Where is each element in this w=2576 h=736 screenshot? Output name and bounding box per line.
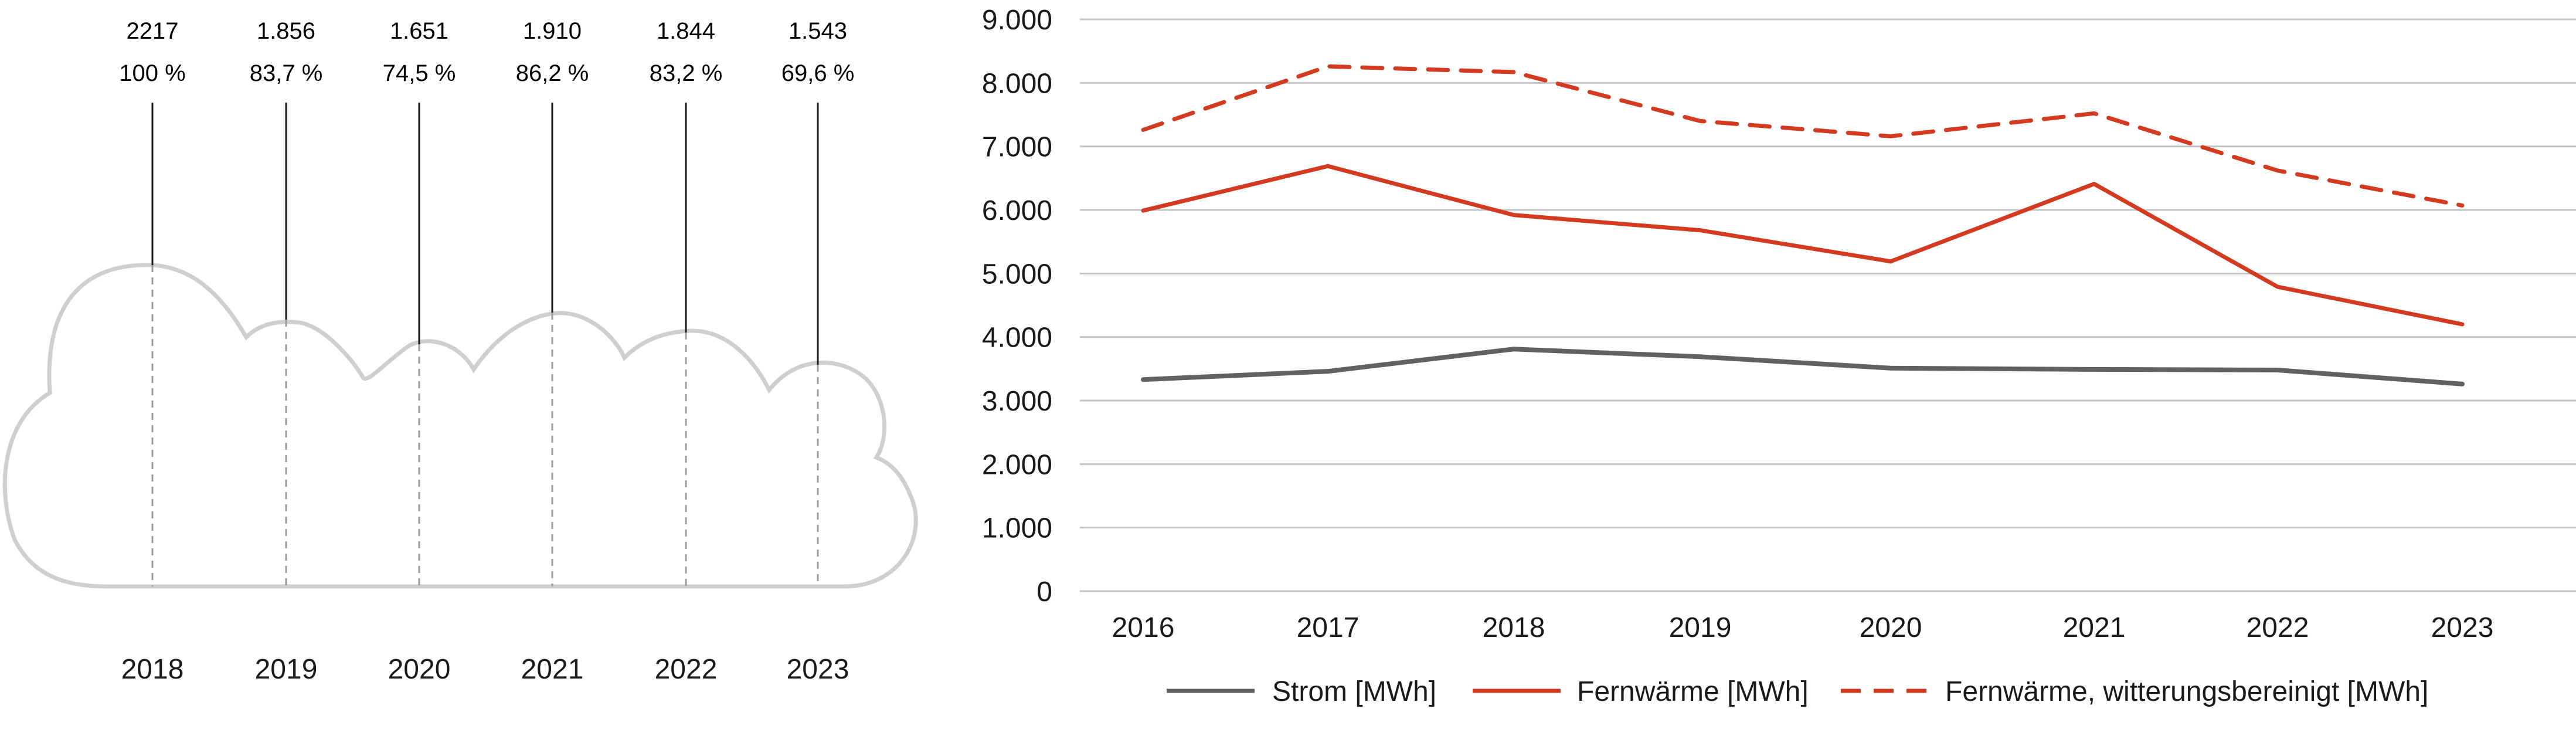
y-tick-label-6: 6.000 [982,195,1052,226]
value-label-2022: 1.844 [657,18,715,44]
percent-label-2023: 69,6 % [781,60,855,86]
year-label-2021: 2021 [521,654,584,685]
cloud-chart: 2217 100 % 1.856 83,7 % 1.651 74,5 % 1.910 86,2… [2,18,918,685]
line-chart: 0 1.000 2.000 3.000 4.000 5.000 6.000 7.000 8.00… [982,5,2576,707]
y-tick-label-0: 0 [1036,576,1052,608]
y-tick-label-7: 7.000 [982,132,1052,163]
percent-label-2019: 83,7 % [250,60,323,86]
cloud-outline [2,263,918,589]
value-label-2018: 2217 [127,18,179,44]
value-label-2019: 1.856 [257,18,315,44]
legend: Strom [MWh] Fernwärme [MWh] Fernwärme, wit… [1167,676,2428,707]
x-tick-label-2022: 2022 [2247,612,2309,643]
legend-label-1: Fernwärme [MWh] [1577,676,1809,707]
year-label-2018: 2018 [121,654,184,685]
x-tick-label-2019: 2019 [1669,612,1732,643]
x-tick-label-2021: 2021 [2063,612,2126,643]
x-tick-label-2020: 2020 [1860,612,1922,643]
year-label-2022: 2022 [655,654,718,685]
y-tick-label-4: 4.000 [982,323,1052,354]
x-tick-label-2017: 2017 [1297,612,1360,643]
x-tick-label-2023: 2023 [2431,612,2494,643]
value-label-2020: 1.651 [390,18,448,44]
percent-label-2021: 86,2 % [516,60,589,86]
percent-label-2018: 100 % [119,60,185,86]
y-tick-label-1: 1.000 [982,513,1052,544]
percent-label-2020: 74,5 % [383,60,456,86]
series-line-1 [1141,164,2465,327]
legend-label-0: Strom [MWh] [1272,676,1436,707]
y-tick-label-8: 8.000 [982,68,1052,99]
series-line-2 [1141,64,2465,208]
series-line-0 [1141,347,2465,386]
x-tick-label-2016: 2016 [1112,612,1175,643]
year-label-2023: 2023 [787,654,849,685]
year-label-2019: 2019 [255,654,318,685]
year-label-2020: 2020 [388,654,451,685]
y-tick-label-3: 3.000 [982,386,1052,417]
percent-label-2022: 83,2 % [650,60,723,86]
value-label-2021: 1.910 [523,18,582,44]
y-tick-label-9: 9.000 [982,5,1052,36]
x-tick-label-2018: 2018 [1483,612,1545,643]
y-tick-label-2: 2.000 [982,449,1052,480]
y-tick-label-5: 5.000 [982,259,1052,290]
value-label-2023: 1.543 [789,18,847,44]
legend-label-2: Fernwärme, witterungsbereinigt [MWh] [1945,676,2428,707]
